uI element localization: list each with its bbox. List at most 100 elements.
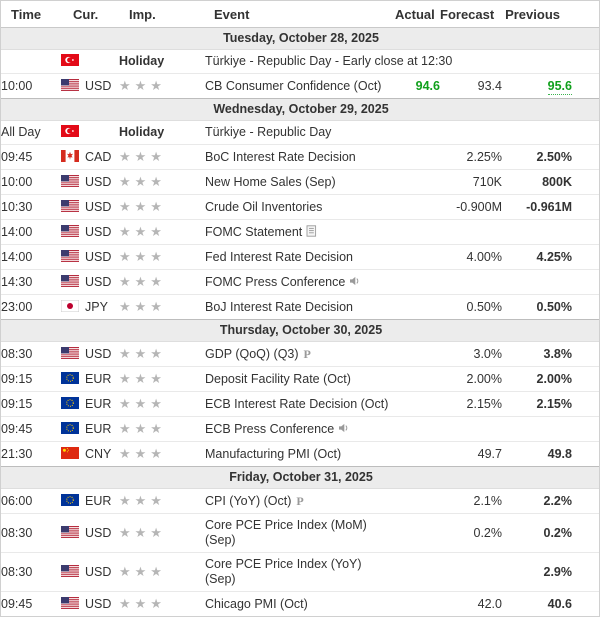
event-label[interactable]: Crude Oil Inventories xyxy=(205,199,323,214)
event-currency: EUR xyxy=(61,366,119,392)
event-row[interactable]: 09:15 EUR ★★★ Deposit Facility Rate (Oct) 2.… xyxy=(1,366,599,392)
holiday-row[interactable]: All Day Holiday Türkiye - Republic Day xyxy=(1,120,599,145)
event-row[interactable]: 14:30 USD ★★★ FOMC Press Conference xyxy=(1,269,599,295)
actual-value xyxy=(395,366,440,392)
event-label[interactable]: Chicago PMI (Oct) xyxy=(205,596,308,611)
event-row[interactable]: 14:00 USD ★★★ FOMC Statement xyxy=(1,219,599,245)
actual-value: 94.6 xyxy=(395,73,440,99)
event-label[interactable]: New Home Sales (Sep) xyxy=(205,174,336,189)
event-row[interactable]: 09:45 EUR ★★★ ECB Press Conference xyxy=(1,416,599,442)
event-row[interactable]: 08:30 USD ★★★ Core PCE Price Index (YoY) (S… xyxy=(1,552,599,592)
flag-eu-icon xyxy=(61,371,79,384)
previous-value xyxy=(502,219,572,245)
event-name[interactable]: Türkiye - Republic Day xyxy=(205,120,599,145)
flag-usa-icon xyxy=(61,596,79,609)
event-row[interactable]: 09:15 EUR ★★★ ECB Interest Rate Decision (O… xyxy=(1,391,599,417)
flag-china-icon xyxy=(61,446,79,459)
importance-stars-icon: ★★★ xyxy=(119,299,166,314)
event-label[interactable]: Core PCE Price Index (MoM) (Sep) xyxy=(205,518,367,547)
event-importance: ★★★ xyxy=(119,294,205,320)
event-importance: ★★★ xyxy=(119,269,205,295)
event-row[interactable]: 09:45 CAD ★★★ BoC Interest Rate Decision 2.2… xyxy=(1,144,599,170)
event-name[interactable]: ECB Press Conference xyxy=(205,416,395,442)
currency-code: USD xyxy=(85,274,112,289)
importance-stars-icon: ★★★ xyxy=(119,493,166,508)
importance-stars-icon: ★★★ xyxy=(119,78,166,93)
flag-usa-icon xyxy=(61,174,79,187)
row-spacer xyxy=(572,366,599,392)
event-label[interactable]: BoC Interest Rate Decision xyxy=(205,149,356,164)
event-label[interactable]: BoJ Interest Rate Decision xyxy=(205,299,353,314)
previous-value: 800K xyxy=(502,169,572,195)
event-label[interactable]: Türkiye - Republic Day - Early close at … xyxy=(205,54,453,68)
event-importance: ★★★ xyxy=(119,441,205,467)
row-spacer xyxy=(572,391,599,417)
calendar-header: Time Cur. Imp. Event Actual Forecast Pre… xyxy=(1,1,599,28)
event-importance: ★★★ xyxy=(119,513,205,553)
event-name[interactable]: New Home Sales (Sep) xyxy=(205,169,395,195)
event-label[interactable]: CPI (YoY) (Oct) xyxy=(205,493,292,508)
event-label[interactable]: ECB Interest Rate Decision (Oct) xyxy=(205,396,389,411)
currency-code: USD xyxy=(85,199,112,214)
currency-code: USD xyxy=(85,596,112,611)
importance-stars-icon: ★★★ xyxy=(119,149,166,164)
event-label[interactable]: Core PCE Price Index (YoY) (Sep) xyxy=(205,557,362,586)
event-label[interactable]: ECB Press Conference xyxy=(205,421,335,436)
event-row[interactable]: 21:30 CNY ★★★ Manufacturing PMI (Oct) 49.7 49… xyxy=(1,441,599,467)
importance-stars-icon: ★★★ xyxy=(119,446,166,461)
event-row[interactable]: 10:00 USD ★★★ New Home Sales (Sep) 710K 800K xyxy=(1,169,599,195)
row-spacer xyxy=(572,341,599,367)
event-name[interactable]: ECB Interest Rate Decision (Oct) xyxy=(205,391,395,417)
previous-value: 0.2% xyxy=(502,513,572,553)
event-name[interactable]: Core PCE Price Index (YoY) (Sep) xyxy=(205,552,395,592)
event-row[interactable]: 08:30 USD ★★★ GDP (QoQ) (Q3) P 3.0% 3.8% xyxy=(1,341,599,367)
event-name[interactable]: Deposit Facility Rate (Oct) xyxy=(205,366,395,392)
event-time: 23:00 xyxy=(1,294,61,320)
actual-value xyxy=(395,488,440,514)
event-time xyxy=(1,49,61,74)
event-row[interactable]: 10:30 USD ★★★ Crude Oil Inventories -0.900M -… xyxy=(1,194,599,220)
event-row[interactable]: 14:00 USD ★★★ Fed Interest Rate Decision 4.0… xyxy=(1,244,599,270)
event-name[interactable]: Core PCE Price Index (MoM) (Sep) xyxy=(205,513,395,553)
event-name[interactable]: BoC Interest Rate Decision xyxy=(205,144,395,170)
event-row[interactable]: 09:45 USD ★★★ Chicago PMI (Oct) 42.0 40.6 xyxy=(1,591,599,616)
forecast-value xyxy=(440,269,502,295)
event-label[interactable]: CB Consumer Confidence (Oct) xyxy=(205,78,382,93)
event-label[interactable]: Deposit Facility Rate (Oct) xyxy=(205,371,351,386)
event-row[interactable]: 06:00 EUR ★★★ CPI (YoY) (Oct) P 2.1% 2.2% xyxy=(1,488,599,514)
currency-code: USD xyxy=(85,249,112,264)
flag-usa-icon xyxy=(61,346,79,359)
event-name[interactable]: BoJ Interest Rate Decision xyxy=(205,294,395,320)
event-name[interactable]: Crude Oil Inventories xyxy=(205,194,395,220)
event-name[interactable]: FOMC Statement xyxy=(205,219,395,245)
event-name[interactable]: Manufacturing PMI (Oct) xyxy=(205,441,395,467)
event-time: 10:00 xyxy=(1,169,61,195)
event-name[interactable]: Chicago PMI (Oct) xyxy=(205,591,395,616)
event-label[interactable]: Manufacturing PMI (Oct) xyxy=(205,446,342,461)
event-label[interactable]: GDP (QoQ) (Q3) xyxy=(205,346,299,361)
event-currency xyxy=(61,120,119,145)
event-row[interactable]: 23:00 JPY ★★★ BoJ Interest Rate Decision 0.5… xyxy=(1,294,599,320)
event-label[interactable]: Türkiye - Republic Day xyxy=(205,125,332,139)
event-name[interactable]: CB Consumer Confidence (Oct) xyxy=(205,73,395,99)
holiday-row[interactable]: Holiday Türkiye - Republic Day - Early cl… xyxy=(1,49,599,74)
forecast-value: 93.4 xyxy=(440,73,502,99)
currency-code: EUR xyxy=(85,421,112,436)
importance-stars-icon: ★★★ xyxy=(119,421,166,436)
event-label[interactable]: Fed Interest Rate Decision xyxy=(205,249,353,264)
event-name[interactable]: CPI (YoY) (Oct) P xyxy=(205,488,395,514)
forecast-value xyxy=(440,552,502,592)
event-row[interactable]: 08:30 USD ★★★ Core PCE Price Index (MoM) (S… xyxy=(1,513,599,553)
event-name[interactable]: Türkiye - Republic Day - Early close at … xyxy=(205,49,599,74)
event-row[interactable]: 10:00 USD ★★★ CB Consumer Confidence (Oct) 9… xyxy=(1,73,599,99)
event-currency: USD xyxy=(61,169,119,195)
event-name[interactable]: Fed Interest Rate Decision xyxy=(205,244,395,270)
event-name[interactable]: GDP (QoQ) (Q3) P xyxy=(205,341,395,367)
previous-value xyxy=(502,269,572,295)
event-label[interactable]: FOMC Press Conference xyxy=(205,274,346,289)
event-name[interactable]: FOMC Press Conference xyxy=(205,269,395,295)
event-label[interactable]: FOMC Statement xyxy=(205,224,303,239)
flag-eu-icon xyxy=(61,421,79,434)
event-currency: USD xyxy=(61,219,119,245)
forecast-value: 3.0% xyxy=(440,341,502,367)
